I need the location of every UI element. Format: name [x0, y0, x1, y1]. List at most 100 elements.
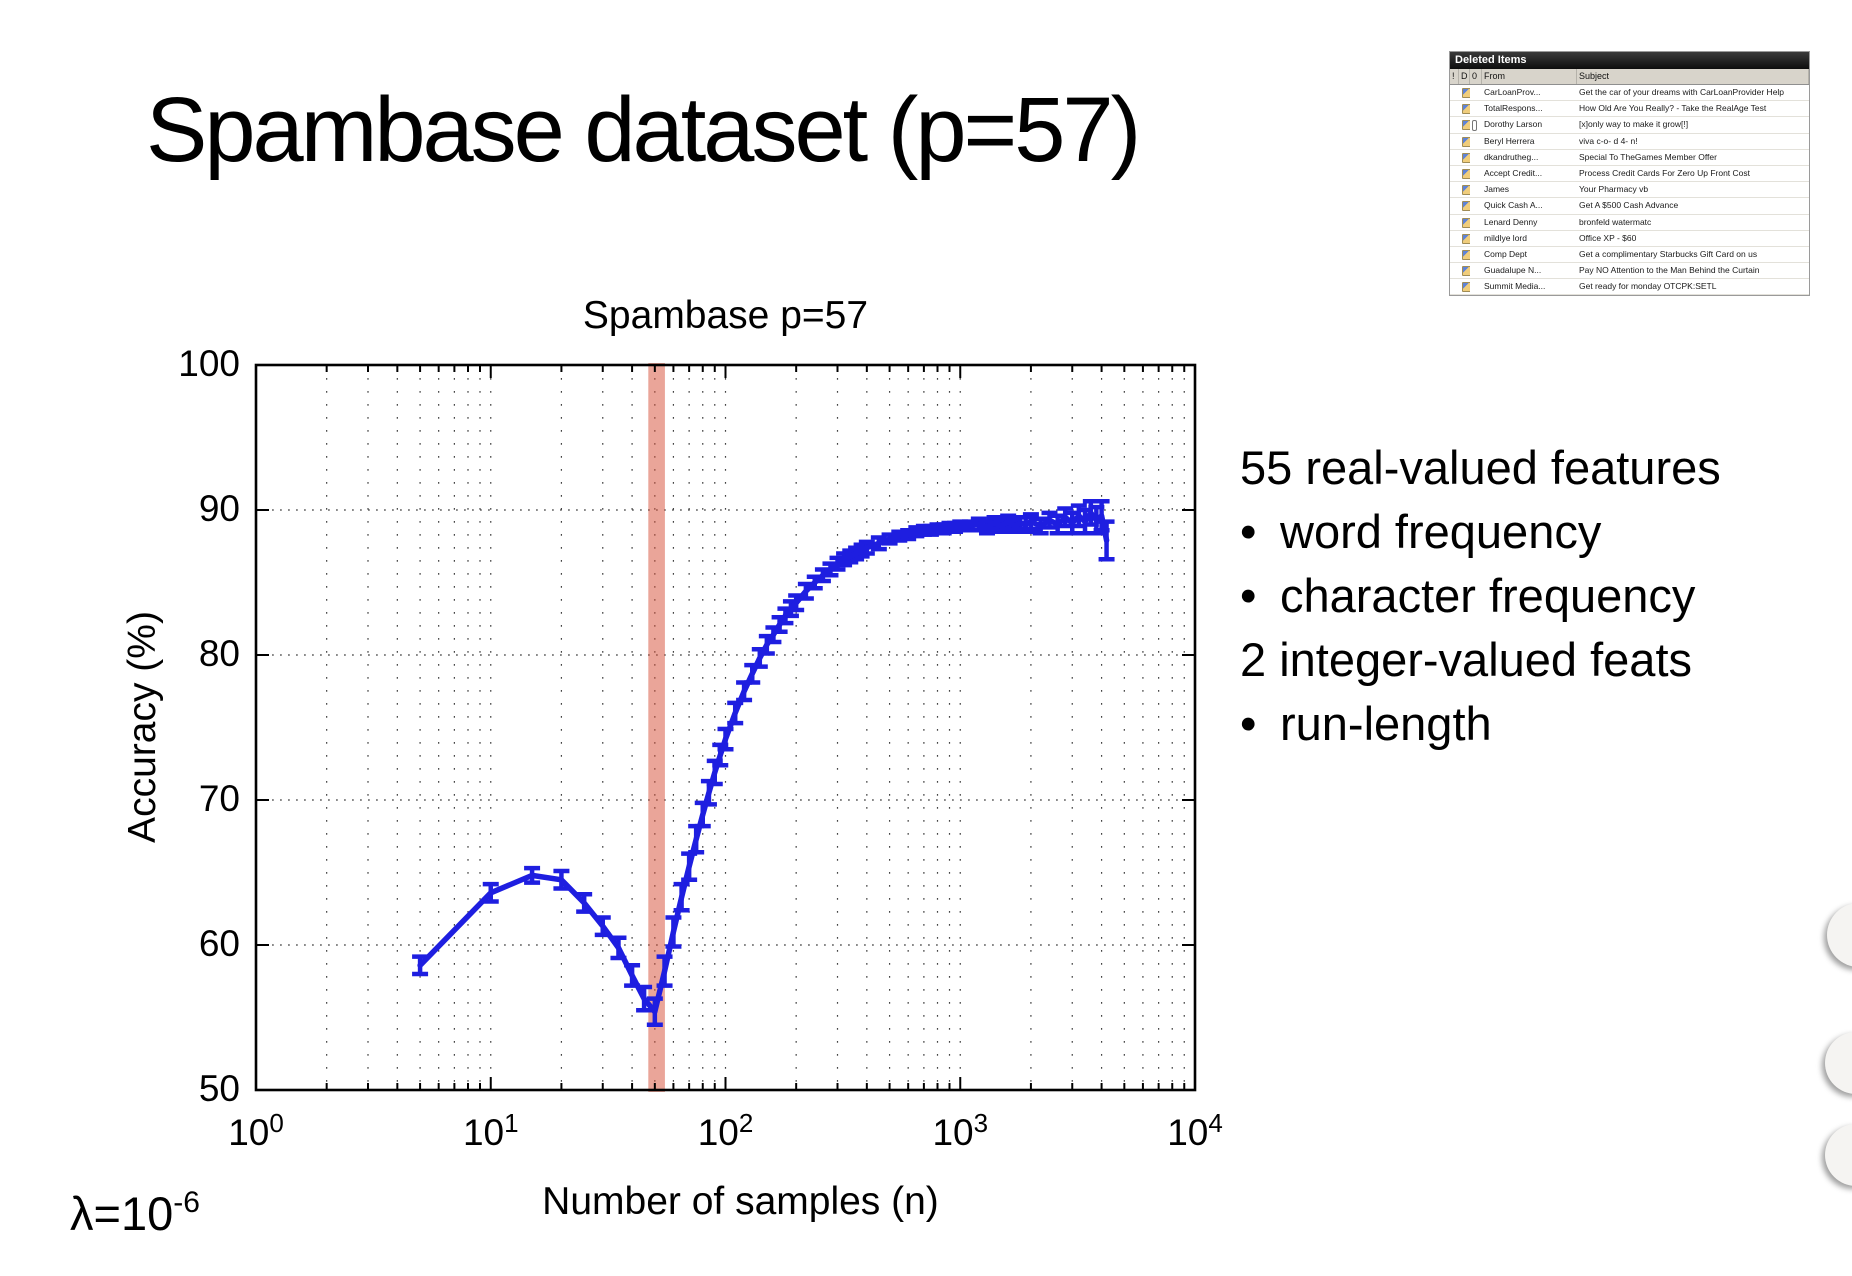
envelope-icon	[1462, 168, 1470, 179]
email-subject: Get the car of your dreams with CarLoanP…	[1579, 87, 1785, 97]
mail-icon	[1459, 101, 1470, 116]
email-subject: Pay NO Attention to the Man Behind the C…	[1579, 265, 1760, 276]
email-from: Beryl Herrera	[1484, 135, 1535, 146]
column-from[interactable]: From	[1482, 69, 1577, 84]
lambda-exponent: -6	[173, 1186, 200, 1219]
deleted-items-panel: Deleted Items ! D 0 From Subject CarLoan…	[1449, 51, 1810, 297]
email-row[interactable]: Summit Media... Get ready for monday OTCP…	[1450, 279, 1809, 296]
email-row[interactable]: Guadalupe N... Pay NO Attention to the Ma…	[1450, 263, 1809, 280]
email-from: Guadalupe N...	[1484, 265, 1542, 276]
highlight-band	[648, 363, 665, 1092]
attachment-cell	[1470, 134, 1482, 149]
email-row[interactable]: dkandrutheg... Special To TheGames Member…	[1450, 150, 1809, 166]
email-row[interactable]: CarLoanProv... Get the car of your dreams…	[1450, 85, 1809, 102]
mail-icon	[1459, 263, 1470, 278]
email-from: TotalRespons...	[1484, 103, 1543, 114]
attachment-cell	[1470, 101, 1482, 116]
x-tick-label: 104	[1167, 1108, 1223, 1153]
importance-cell	[1450, 85, 1459, 100]
email-subject: Get A $500 Cash Advance	[1579, 200, 1679, 211]
email-row[interactable]: Beryl Herrera viva c-o- d 4- n!	[1450, 134, 1809, 150]
envelope-icon	[1462, 120, 1470, 131]
note-bullet-line: • word frequency	[1240, 500, 1840, 564]
email-row[interactable]: mildlye lord Office XP - $60	[1450, 231, 1809, 247]
attachment-cell	[1470, 215, 1482, 230]
mail-icon	[1459, 117, 1470, 132]
y-tick-label: 70	[198, 778, 240, 819]
importance-cell	[1450, 101, 1459, 116]
column-importance[interactable]: !	[1450, 69, 1459, 84]
email-column-headers: ! D 0 From Subject	[1450, 69, 1809, 85]
email-from: James	[1484, 184, 1510, 195]
mail-icon	[1459, 166, 1470, 181]
importance-cell	[1450, 166, 1459, 181]
note-bullet-line: • character frequency	[1240, 564, 1840, 628]
email-row[interactable]: Comp Dept Get a complimentary Starbucks G…	[1450, 247, 1809, 264]
importance-cell	[1450, 198, 1459, 213]
mail-icon	[1459, 198, 1470, 213]
email-row[interactable]: Quick Cash A... Get A $500 Cash Advance	[1450, 198, 1809, 215]
note-text: character frequency	[1280, 569, 1696, 622]
bullet-icon: •	[1240, 505, 1257, 558]
importance-cell	[1450, 231, 1459, 246]
x-tick-label: 102	[697, 1108, 754, 1153]
envelope-icon	[1462, 249, 1470, 260]
email-row[interactable]: Dorothy Larson [x]only way to make it gro…	[1450, 117, 1809, 134]
importance-cell	[1450, 215, 1459, 230]
attachment-cell	[1470, 231, 1482, 246]
mail-icon	[1459, 279, 1470, 294]
mail-icon	[1459, 134, 1470, 149]
x-axis-title: Number of samples (n)	[542, 1180, 939, 1223]
mail-icon	[1459, 231, 1470, 246]
note-bullet-line: • run-length	[1240, 692, 1840, 756]
importance-cell	[1450, 182, 1459, 197]
y-tick-label: 80	[198, 633, 240, 674]
paperclip-icon	[1472, 120, 1477, 132]
mail-icon	[1459, 247, 1470, 262]
importance-cell	[1450, 134, 1459, 149]
attachment-cell	[1470, 117, 1482, 132]
email-row[interactable]: James Your Pharmacy vb	[1450, 182, 1809, 199]
bullet-icon: •	[1240, 697, 1257, 750]
attachment-cell	[1470, 263, 1482, 278]
envelope-icon	[1462, 104, 1470, 115]
email-from: Comp Dept	[1484, 248, 1527, 259]
importance-cell	[1450, 279, 1459, 294]
mail-icon	[1459, 182, 1470, 197]
envelope-icon	[1462, 136, 1470, 147]
column-subject[interactable]: Subject	[1577, 69, 1809, 84]
mail-icon	[1459, 215, 1470, 230]
email-subject: [x]only way to make it grow[!]	[1579, 119, 1689, 130]
email-row[interactable]: Lenard Denny bronfeld watermatc	[1450, 215, 1809, 231]
column-attachment[interactable]: 0	[1470, 69, 1482, 84]
email-row[interactable]: TotalRespons... How Old Are You Really? -…	[1450, 101, 1809, 118]
email-row[interactable]: Accept Credit... Process Credit Cards For…	[1450, 166, 1809, 183]
importance-cell	[1450, 150, 1459, 165]
attachment-cell	[1470, 198, 1482, 213]
mail-icon	[1459, 85, 1470, 100]
x-tick-label: 103	[932, 1108, 989, 1153]
importance-cell	[1450, 263, 1459, 278]
envelope-icon	[1462, 88, 1470, 98]
note-line: 55 real-valued features	[1240, 436, 1840, 500]
y-tick-label: 90	[198, 488, 240, 529]
column-item-icon[interactable]: D	[1459, 69, 1470, 84]
envelope-icon	[1462, 201, 1470, 212]
email-subject: Process Credit Cards For Zero Up Front C…	[1579, 167, 1750, 178]
email-subject: Get ready for monday OTCPK:SETL	[1579, 281, 1717, 292]
accuracy-curve	[417, 510, 1110, 1015]
lambda-annotation: λ=10-6	[70, 1186, 200, 1241]
deleted-items-titlebar: Deleted Items	[1450, 52, 1809, 69]
attachment-cell	[1470, 247, 1482, 262]
envelope-icon	[1462, 282, 1470, 293]
email-subject: Your Pharmacy vb	[1579, 184, 1649, 195]
note-text: 2 integer-valued feats	[1240, 633, 1693, 686]
note-text: run-length	[1280, 697, 1492, 750]
email-list: CarLoanProv... Get the car of your dreams…	[1450, 85, 1809, 296]
email-subject: viva c-o- d 4- n!	[1579, 135, 1638, 146]
page-title: Spambase dataset (p=57)	[146, 79, 1141, 181]
importance-cell	[1450, 117, 1459, 132]
attachment-cell	[1470, 150, 1482, 165]
